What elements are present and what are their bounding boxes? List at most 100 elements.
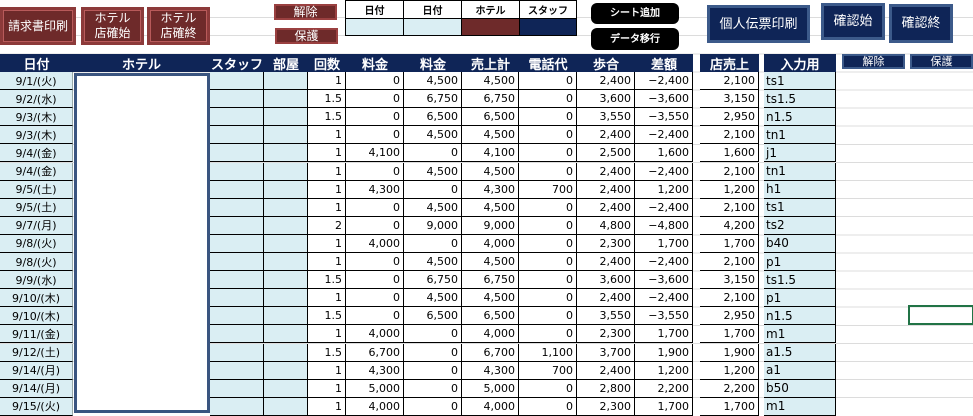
cell-count[interactable]: 1 <box>308 253 346 272</box>
cell-store-sales[interactable]: 3,150 <box>700 271 759 290</box>
cell-commission[interactable]: 2,400 <box>577 180 635 199</box>
cell-commission[interactable]: 3,600 <box>577 90 635 109</box>
cell-commission[interactable]: 2,400 <box>577 289 635 308</box>
cell-room[interactable] <box>264 72 308 91</box>
cell-staff[interactable] <box>210 289 264 308</box>
cell-staff[interactable] <box>210 72 264 91</box>
cell-room[interactable] <box>264 108 308 127</box>
cell-count[interactable]: 1.5 <box>308 271 346 290</box>
cell-date[interactable]: 9/4/(金) <box>0 162 73 181</box>
cell-input[interactable]: a1 <box>764 361 836 380</box>
cell-sales-total[interactable]: 4,500 <box>462 289 519 308</box>
filter-date-to-input[interactable] <box>403 18 462 36</box>
cell-phone-fee[interactable]: 0 <box>519 325 577 344</box>
cell-fee-a[interactable]: 0 <box>346 198 404 217</box>
cell-fee-b[interactable]: 4,500 <box>404 126 462 145</box>
cell-fee-a[interactable]: 0 <box>346 253 404 272</box>
cell-count[interactable]: 2 <box>308 216 346 235</box>
cell-staff[interactable] <box>210 361 264 380</box>
cell-fee-a[interactable]: 4,300 <box>346 361 404 380</box>
confirm-end-button[interactable]: 確認終 <box>889 4 953 43</box>
cell-room[interactable] <box>264 126 308 145</box>
cell-fee-b[interactable]: 6,750 <box>404 90 462 109</box>
cell-count[interactable]: 1 <box>308 397 346 416</box>
cell-staff[interactable] <box>210 198 264 217</box>
cell-commission[interactable]: 2,400 <box>577 253 635 272</box>
cell-sales-total[interactable]: 4,500 <box>462 198 519 217</box>
cell-fee-a[interactable]: 5,000 <box>346 379 404 398</box>
hotel-check-start-button[interactable]: ホテル 店確始 <box>81 7 144 45</box>
cell-count[interactable]: 1.5 <box>308 90 346 109</box>
cell-input[interactable]: p1 <box>764 289 836 308</box>
cell-difference[interactable]: 1,700 <box>635 234 693 253</box>
hotel-check-end-button[interactable]: ホテル 店確終 <box>147 7 210 45</box>
cell-count[interactable]: 1 <box>308 289 346 308</box>
cell-count[interactable]: 1 <box>308 72 346 91</box>
cell-input[interactable]: m1 <box>764 325 836 344</box>
cell-difference[interactable]: −2,400 <box>635 126 693 145</box>
cell-fee-a[interactable]: 4,000 <box>346 325 404 344</box>
cell-sales-total[interactable]: 6,750 <box>462 271 519 290</box>
cell-fee-a[interactable]: 0 <box>346 216 404 235</box>
cell-count[interactable]: 1 <box>308 379 346 398</box>
personal-slip-print-button[interactable]: 個人伝票印刷 <box>707 5 810 43</box>
cell-commission[interactable]: 2,300 <box>577 325 635 344</box>
cell-fee-b[interactable]: 0 <box>404 234 462 253</box>
cell-room[interactable] <box>264 397 308 416</box>
cell-input[interactable]: b40 <box>764 234 836 253</box>
cell-fee-b[interactable]: 0 <box>404 397 462 416</box>
filter-date-from-input[interactable] <box>345 18 404 36</box>
cell-commission[interactable]: 3,700 <box>577 343 635 362</box>
cell-date[interactable]: 9/7/(月) <box>0 216 73 235</box>
cell-staff[interactable] <box>210 379 264 398</box>
cell-fee-a[interactable]: 4,000 <box>346 234 404 253</box>
cell-staff[interactable] <box>210 253 264 272</box>
cell-sales-total[interactable]: 4,500 <box>462 72 519 91</box>
cell-fee-a[interactable]: 4,300 <box>346 180 404 199</box>
cell-fee-b[interactable]: 4,500 <box>404 162 462 181</box>
cell-date[interactable]: 9/10/(木) <box>0 307 73 326</box>
cell-store-sales[interactable]: 2,950 <box>700 307 759 326</box>
cell-fee-b[interactable]: 6,500 <box>404 307 462 326</box>
cell-date[interactable]: 9/2/(水) <box>0 90 73 109</box>
cell-staff[interactable] <box>210 307 264 326</box>
cell-phone-fee[interactable]: 1,100 <box>519 343 577 362</box>
cell-input[interactable]: n1.5 <box>764 108 836 127</box>
selected-cell[interactable] <box>908 305 973 325</box>
cell-date[interactable]: 9/14/(月) <box>0 379 73 398</box>
cell-staff[interactable] <box>210 180 264 199</box>
cell-store-sales[interactable]: 2,100 <box>700 162 759 181</box>
cell-room[interactable] <box>264 343 308 362</box>
cell-store-sales[interactable]: 1,600 <box>700 144 759 163</box>
cell-input[interactable]: ts1.5 <box>764 90 836 109</box>
cell-count[interactable]: 1.5 <box>308 307 346 326</box>
cell-difference[interactable]: −3,600 <box>635 90 693 109</box>
cell-staff[interactable] <box>210 162 264 181</box>
cell-difference[interactable]: 1,700 <box>635 325 693 344</box>
cell-store-sales[interactable]: 2,100 <box>700 253 759 272</box>
cell-phone-fee[interactable]: 0 <box>519 379 577 398</box>
cell-phone-fee[interactable]: 0 <box>519 198 577 217</box>
cell-phone-fee[interactable]: 0 <box>519 72 577 91</box>
cell-sales-total[interactable]: 6,700 <box>462 343 519 362</box>
cell-sales-total[interactable]: 4,000 <box>462 397 519 416</box>
cell-input[interactable]: j1 <box>764 144 836 163</box>
cell-date[interactable]: 9/11/(金) <box>0 325 73 344</box>
cell-difference[interactable]: −2,400 <box>635 198 693 217</box>
cell-sales-total[interactable]: 4,300 <box>462 180 519 199</box>
cell-date[interactable]: 9/10/(木) <box>0 289 73 308</box>
cell-phone-fee[interactable]: 0 <box>519 216 577 235</box>
cell-store-sales[interactable]: 2,100 <box>700 289 759 308</box>
cell-input[interactable]: n1.5 <box>764 307 836 326</box>
cell-difference[interactable]: 1,900 <box>635 343 693 362</box>
unlock-button[interactable]: 解除 <box>274 4 337 20</box>
cell-sales-total[interactable]: 4,300 <box>462 361 519 380</box>
cell-sales-total[interactable]: 6,500 <box>462 307 519 326</box>
cell-sales-total[interactable]: 4,100 <box>462 144 519 163</box>
cell-phone-fee[interactable]: 0 <box>519 144 577 163</box>
cell-input[interactable]: ts2 <box>764 216 836 235</box>
cell-count[interactable]: 1 <box>308 126 346 145</box>
cell-difference[interactable]: 1,200 <box>635 180 693 199</box>
cell-date[interactable]: 9/9/(水) <box>0 271 73 290</box>
cell-sales-total[interactable]: 4,500 <box>462 126 519 145</box>
